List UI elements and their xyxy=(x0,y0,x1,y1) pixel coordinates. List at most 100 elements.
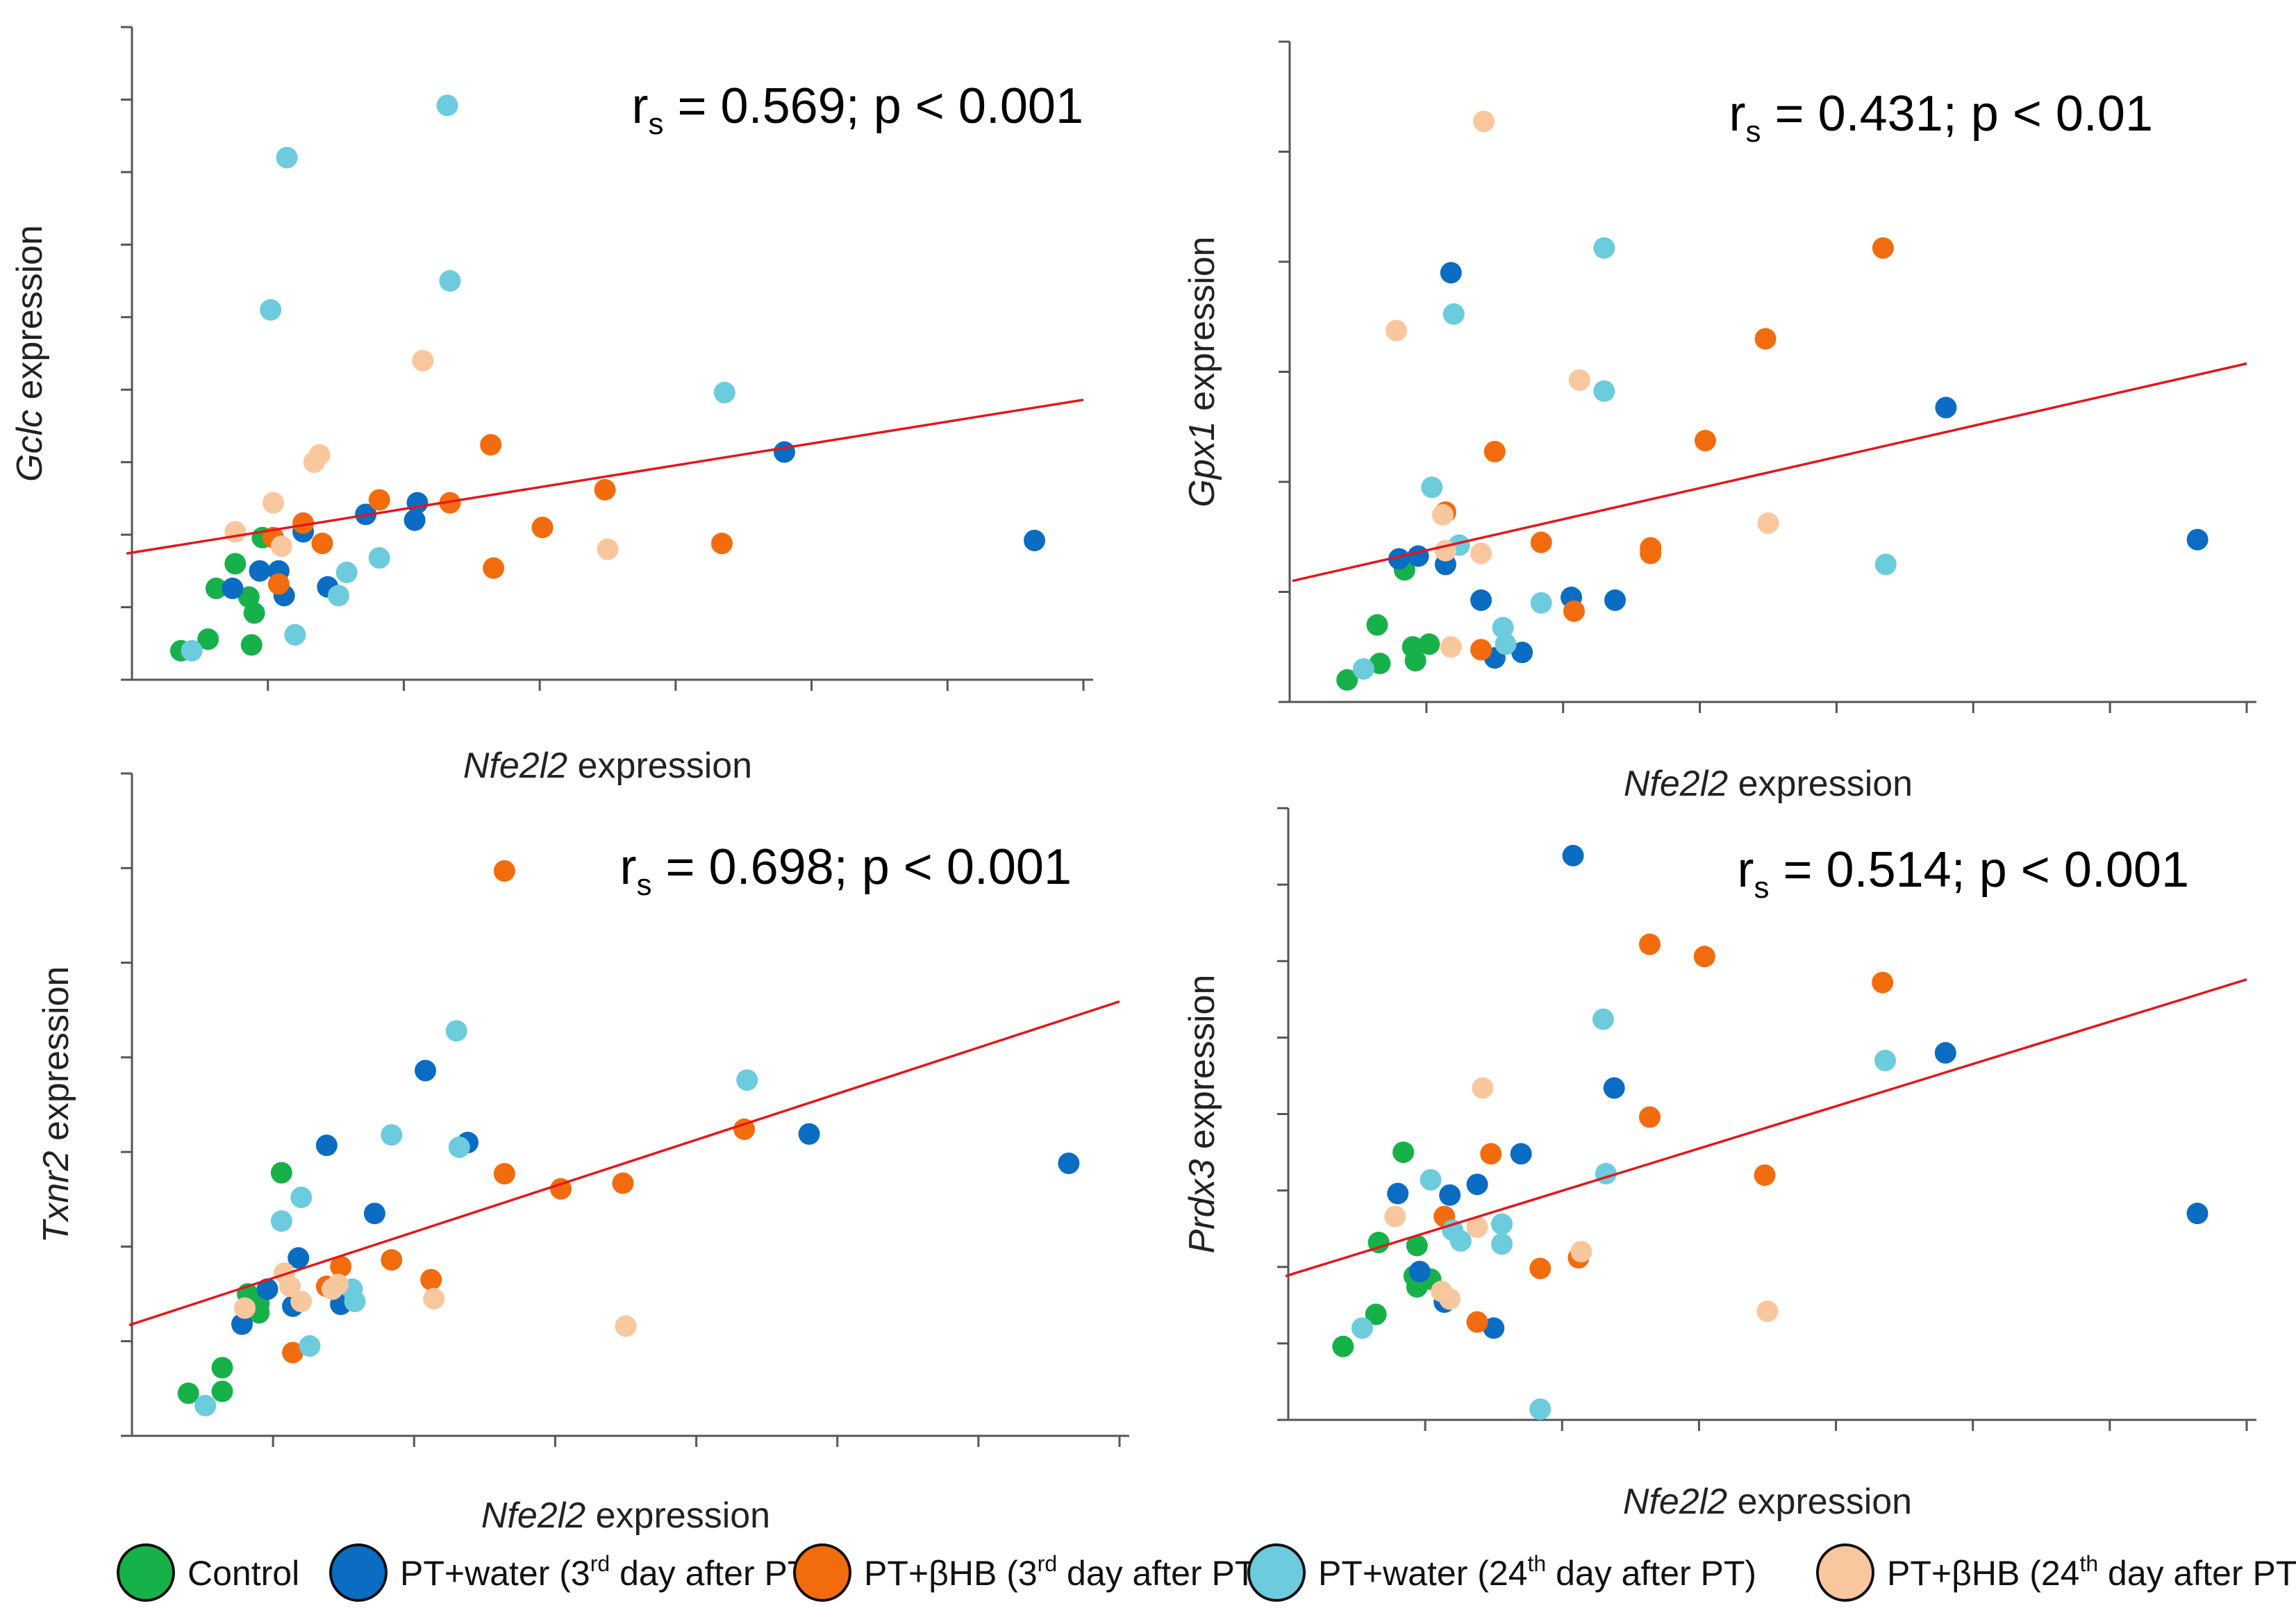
data-point-pt-bhb-3 xyxy=(1529,1257,1552,1280)
data-point-pt-water-24 xyxy=(381,1124,403,1146)
data-point-pt-water-24 xyxy=(327,585,349,607)
data-point-pt-water-3 xyxy=(1603,1077,1625,1099)
data-point-pt-water-3 xyxy=(1408,1260,1431,1282)
data-point-control xyxy=(211,1380,233,1403)
data-point-pt-water-24 xyxy=(448,1136,470,1158)
data-point-pt-water-24 xyxy=(1874,553,1897,576)
data-point-pt-bhb-3 xyxy=(480,434,502,456)
data-point-pt-bhb-3 xyxy=(483,557,505,579)
correlation-stat: rs = 0.569; p < 0.001 xyxy=(632,78,1084,141)
data-point-pt-water-3 xyxy=(1440,262,1462,284)
data-point-pt-bhb-24 xyxy=(1473,110,1495,133)
data-point-pt-water-3 xyxy=(2186,528,2208,551)
data-point-pt-bhb-3 xyxy=(1754,328,1777,350)
correlation-stat: rs = 0.698; p < 0.001 xyxy=(620,839,1072,902)
data-point-pt-bhb-24 xyxy=(1466,1216,1488,1238)
legend-label: PT+water (24th day after PT) xyxy=(1318,1551,1756,1593)
data-point-pt-water-24 xyxy=(344,1290,366,1312)
legend: Control PT+water (3rd day after PT) PT+βHB… xyxy=(117,1543,2296,1602)
legend-label: PT+βHB (3rd day after PT) xyxy=(864,1551,1267,1593)
legend-label: Control xyxy=(188,1554,299,1593)
data-point-pt-bhb-3 xyxy=(612,1172,634,1194)
data-point-pt-bhb-24 xyxy=(1470,542,1492,564)
data-point-pt-bhb-3 xyxy=(733,1118,756,1140)
data-point-pt-bhb-24 xyxy=(234,1297,256,1319)
panel-d: Nfe2l2 expression Prdx3 expression rs = 0.… xyxy=(1182,807,2256,1522)
data-point-pt-water-3 xyxy=(288,1247,310,1269)
data-point-control xyxy=(1392,1141,1415,1164)
x-axis-label: Nfe2l2 expression xyxy=(1623,1482,1912,1522)
data-point-pt-water-24 xyxy=(1491,1213,1513,1235)
data-point-pt-bhb-24 xyxy=(1431,504,1454,526)
data-point-pt-water-24 xyxy=(1420,1169,1442,1191)
data-point-pt-water-24 xyxy=(1491,1233,1513,1255)
data-point-pt-bhb-24 xyxy=(1386,319,1408,342)
data-point-control xyxy=(211,1357,233,1379)
data-point-pt-water-3 xyxy=(222,577,244,599)
data-point-pt-bhb-3 xyxy=(1470,639,1492,661)
data-point-pt-bhb-3 xyxy=(1466,1311,1488,1333)
data-point-pt-bhb-3 xyxy=(1483,440,1506,462)
data-point-pt-water-3 xyxy=(363,1203,385,1225)
data-point-pt-water-3 xyxy=(1510,1143,1532,1165)
data-point-pt-water-3 xyxy=(249,560,271,582)
data-point-pt-water-24 xyxy=(194,1394,217,1416)
data-point-control xyxy=(1404,650,1426,672)
x-axis-label: Nfe2l2 expression xyxy=(481,1496,770,1536)
panel-c: Nfe2l2 expression Txnr2 expression rs = 0.… xyxy=(36,772,1129,1536)
data-point-pt-bhb-3 xyxy=(493,860,515,882)
data-point-pt-water-3 xyxy=(2186,1203,2208,1225)
data-point-pt-water-3 xyxy=(404,509,426,531)
data-point-pt-bhb-24 xyxy=(1384,1205,1406,1228)
y-axis-label: Txnr2 expression xyxy=(36,966,76,1244)
data-point-pt-bhb-3 xyxy=(710,533,733,555)
regression-line xyxy=(1292,362,2247,583)
data-point-pt-water-3 xyxy=(1024,529,1046,551)
data-point-pt-bhb-3 xyxy=(1872,237,1894,259)
data-point-control xyxy=(224,553,247,575)
data-point-pt-water-24 xyxy=(1593,237,1615,259)
data-point-pt-bhb-24 xyxy=(1472,1077,1494,1099)
regression-line xyxy=(1285,978,2247,1278)
data-point-pt-bhb-3 xyxy=(531,517,554,539)
data-point-pt-bhb-3 xyxy=(368,489,390,511)
data-point-pt-water-24 xyxy=(1421,476,1443,499)
data-point-pt-bhb-24 xyxy=(290,1290,313,1312)
data-point-pt-water-24 xyxy=(181,639,203,662)
data-point-pt-bhb-24 xyxy=(308,444,331,466)
data-point-pt-water-3 xyxy=(256,1278,278,1300)
data-point-pt-water-3 xyxy=(406,492,429,514)
data-point-control xyxy=(243,602,265,624)
data-point-pt-water-3 xyxy=(1604,589,1627,611)
legend-item-pt-water-24: PT+water (24th day after PT) xyxy=(1247,1543,1756,1602)
legend-marker xyxy=(793,1543,851,1602)
data-point-pt-bhb-3 xyxy=(594,478,616,501)
data-point-pt-bhb-3 xyxy=(1530,531,1552,553)
data-point-pt-water-24 xyxy=(713,381,735,403)
data-point-pt-bhb-3 xyxy=(420,1269,442,1291)
panel-b: Nfe2l2 expression Gpx1 expression rs = 0.4… xyxy=(1182,40,2256,804)
data-point-pt-bhb-3 xyxy=(1638,933,1661,955)
data-point-pt-water-24 xyxy=(276,147,298,169)
data-point-pt-water-24 xyxy=(1593,380,1615,402)
data-point-pt-water-24 xyxy=(1530,592,1552,614)
data-point-pt-bhb-3 xyxy=(292,512,315,534)
data-point-pt-water-24 xyxy=(1592,1008,1614,1030)
data-point-pt-bhb-3 xyxy=(1693,946,1715,968)
data-point-pt-bhb-24 xyxy=(412,349,434,371)
correlation-stat: rs = 0.514; p < 0.001 xyxy=(1738,842,2190,905)
data-point-pt-bhb-3 xyxy=(493,1162,515,1184)
data-point-pt-bhb-3 xyxy=(311,533,333,555)
legend-marker xyxy=(1247,1543,1306,1602)
data-point-control xyxy=(1418,633,1440,655)
y-axis-label: Gclc expression xyxy=(10,225,50,482)
correlation-stat: rs = 0.431; p < 0.01 xyxy=(1729,86,2153,149)
data-point-pt-water-3 xyxy=(1407,545,1429,567)
data-point-pt-water-3 xyxy=(1470,589,1492,611)
data-point-pt-water-24 xyxy=(1874,1049,1897,1071)
legend-item-pt-water-3: PT+water (3rd day after PT) xyxy=(329,1543,820,1602)
data-point-pt-water-24 xyxy=(1495,633,1517,655)
data-point-pt-bhb-3 xyxy=(1480,1143,1502,1165)
legend-marker xyxy=(329,1543,388,1602)
data-point-pt-water-24 xyxy=(436,94,458,117)
